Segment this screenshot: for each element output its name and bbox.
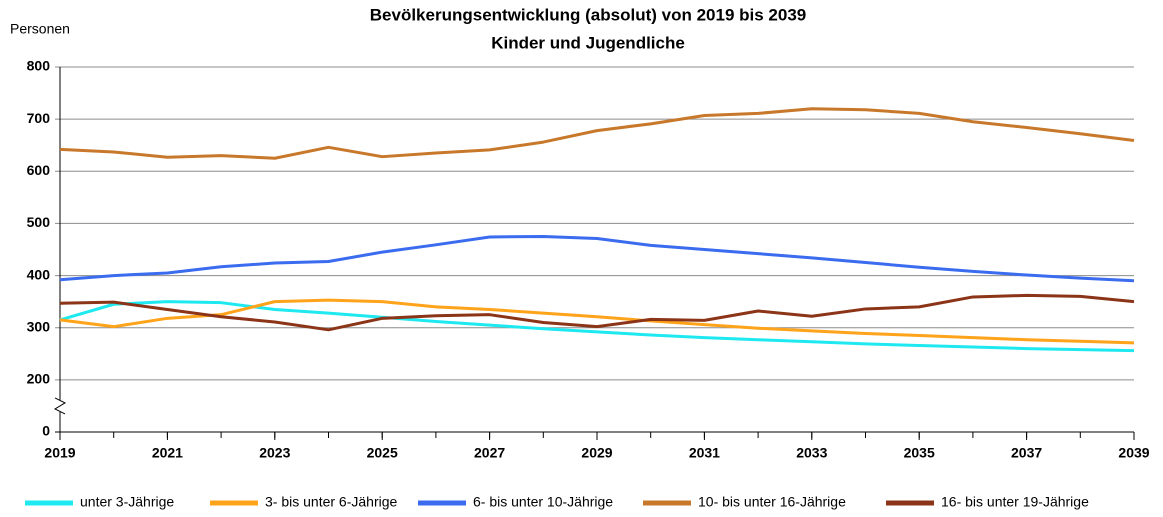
y-tick-label: 200	[27, 371, 51, 387]
series-line	[59, 293, 1135, 332]
x-tick-label: 2031	[689, 445, 720, 461]
x-tick-label: 2039	[1118, 445, 1149, 461]
x-tick-label: 2021	[152, 445, 183, 461]
legend-label: 16- bis unter 19-Jährige	[941, 494, 1089, 510]
y-axis-label: Personen	[10, 21, 70, 37]
y-tick-label: 500	[27, 214, 51, 230]
x-tick-label: 2029	[581, 445, 612, 461]
x-tick-label: 2025	[367, 445, 398, 461]
legend-label: 10- bis unter 16-Jährige	[698, 494, 846, 510]
series-line	[59, 234, 1135, 283]
series-line	[59, 298, 1135, 345]
legend-label: 6- bis unter 10-Jährige	[473, 494, 613, 510]
series-line	[59, 300, 1135, 353]
y-tick-label: 600	[27, 162, 51, 178]
y-tick-label: 300	[27, 318, 51, 334]
x-tick-label: 2027	[474, 445, 505, 461]
legend-label: 3- bis unter 6-Jährige	[265, 494, 398, 510]
x-tick-label: 2035	[904, 445, 935, 461]
y-tick-label: 700	[27, 110, 51, 126]
y-tick-label: 400	[27, 266, 51, 282]
x-tick-label: 2037	[1011, 445, 1042, 461]
legend-label: unter 3-Jährige	[80, 494, 174, 510]
chart-subtitle: Kinder und Jugendliche	[491, 33, 685, 52]
chart-title: Bevölkerungsentwicklung (absolut) von 20…	[370, 5, 806, 24]
x-tick-label: 2023	[259, 445, 290, 461]
y-tick-label: 800	[27, 58, 51, 74]
y-tick-label: 0	[42, 423, 50, 439]
axis-break	[53, 397, 67, 415]
series-line	[59, 107, 1135, 160]
x-tick-label: 2033	[796, 445, 827, 461]
x-tick-label: 2019	[44, 445, 75, 461]
